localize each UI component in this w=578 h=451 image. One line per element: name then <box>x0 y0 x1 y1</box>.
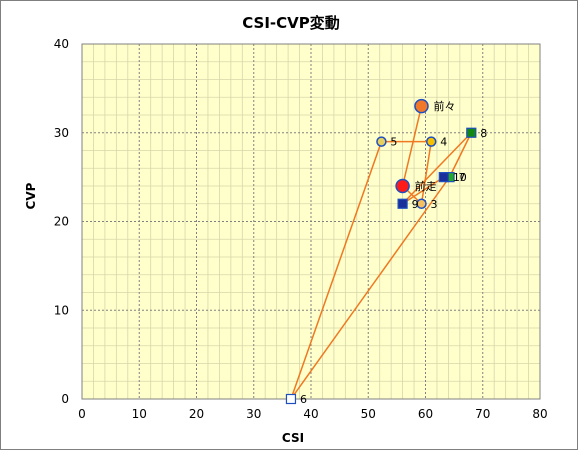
point-label-8: 8 <box>480 127 487 140</box>
point-label-前走: 前走 <box>415 179 437 193</box>
point-label-9: 9 <box>412 198 419 211</box>
connector-segment <box>290 176 451 400</box>
connector-segment <box>420 141 432 204</box>
y-tick-label: 20 <box>54 215 69 229</box>
y-tick-label: 10 <box>54 303 69 317</box>
y-tick-label: 40 <box>54 37 69 51</box>
point-label-10: 10 <box>453 171 467 184</box>
marker-point-5 <box>376 136 387 147</box>
y-tick-label: 30 <box>54 126 69 140</box>
x-tick-label: 60 <box>418 407 433 421</box>
x-tick-label: 70 <box>475 407 490 421</box>
point-label-3: 3 <box>430 198 437 211</box>
marker-point-6 <box>285 393 297 405</box>
connector-segment <box>402 132 472 205</box>
point-label-7: 7 <box>459 171 466 184</box>
connector-segment <box>401 105 423 187</box>
connector-lines <box>290 105 472 400</box>
marker-point-4 <box>425 136 437 147</box>
x-axis-ticks: 0 10 20 30 40 50 60 70 80 <box>78 407 547 421</box>
x-tick-label: 80 <box>532 407 547 421</box>
plot-border <box>81 43 541 400</box>
y-axis-label: CVP <box>24 182 38 209</box>
x-tick-label: 0 <box>78 407 86 421</box>
marker-point-前走 <box>395 178 410 194</box>
x-axis-label: CSI <box>282 431 304 445</box>
marker-point-前々 <box>414 98 429 114</box>
x-tick-label: 40 <box>303 407 318 421</box>
connector-segment <box>448 132 472 178</box>
y-axis-ticks: 0 10 20 30 40 <box>54 37 69 406</box>
point-label-4: 4 <box>440 136 447 149</box>
marker-point-3 <box>416 198 427 209</box>
x-tick-label: 50 <box>361 407 376 421</box>
point-label-6: 6 <box>300 393 307 406</box>
chart-title: CSI-CVP変動 <box>242 14 340 32</box>
point-label-前々: 前々 <box>433 99 455 113</box>
marker-point-8 <box>466 127 477 138</box>
point-label-5: 5 <box>390 136 397 149</box>
y-tick-label: 0 <box>61 392 69 406</box>
x-tick-label: 20 <box>189 407 204 421</box>
x-tick-label: 30 <box>246 407 261 421</box>
marker-point-10 <box>438 172 449 183</box>
x-tick-label: 10 <box>132 407 147 421</box>
marker-point-9 <box>397 198 408 209</box>
data-markers <box>285 98 477 405</box>
connector-segment <box>290 141 383 400</box>
major-grid <box>82 44 540 399</box>
